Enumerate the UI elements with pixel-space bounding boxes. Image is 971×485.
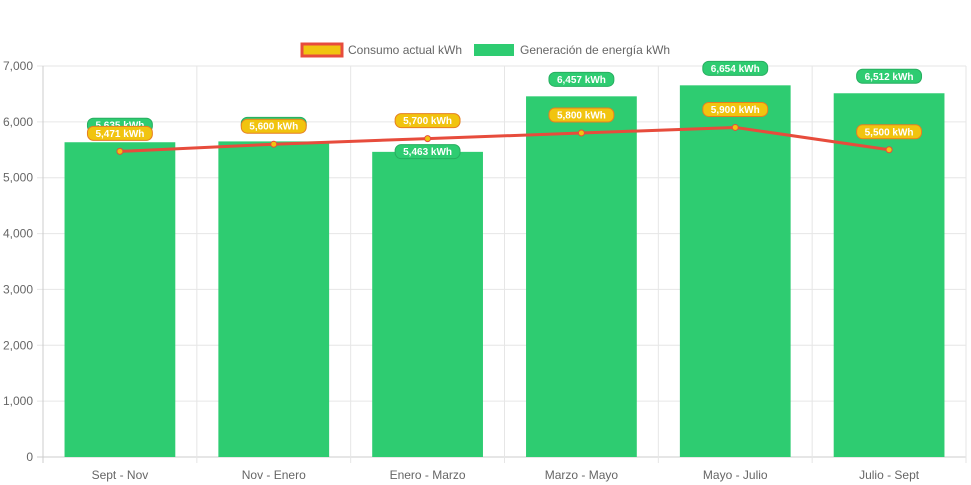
y-tick-label: 0 xyxy=(26,450,33,464)
data-label-box xyxy=(548,71,615,87)
data-label: 5,463 kWh xyxy=(394,144,461,160)
data-label-text: 5,800 kWh xyxy=(557,111,606,122)
y-tick-label: 4,000 xyxy=(3,227,33,241)
data-label-box xyxy=(548,107,615,123)
line-point[interactable] xyxy=(424,135,432,143)
data-label: 6,457 kWh xyxy=(548,71,615,87)
data-label: 5,800 kWh xyxy=(548,107,615,123)
data-label-text: 5,600 kWh xyxy=(249,122,298,133)
y-tick-label: 6,000 xyxy=(3,115,33,129)
legend-label-consumo: Consumo actual kWh xyxy=(348,43,462,57)
data-label: 5,900 kWh xyxy=(702,101,769,117)
legend-item-generacion[interactable]: Generación de energía kWh xyxy=(474,43,670,57)
x-tick-label: Marzo - Mayo xyxy=(545,468,619,482)
data-label-box xyxy=(240,118,307,134)
plot-area: 0 1,000 2,000 3,000 4,000 5,000 6,000 7,000 Sept… xyxy=(3,59,967,482)
data-label-text: 6,512 kWh xyxy=(865,72,914,83)
bar[interactable] xyxy=(526,96,637,457)
data-label-text: 5,500 kWh xyxy=(865,127,914,138)
line-point[interactable] xyxy=(270,140,278,148)
y-tick-label: 7,000 xyxy=(3,59,33,73)
x-tick-label: Sept - Nov xyxy=(92,468,149,482)
data-label-box xyxy=(856,124,923,140)
line-point[interactable] xyxy=(116,147,124,155)
line-point[interactable] xyxy=(885,146,893,154)
data-label-text: 5,463 kWh xyxy=(403,147,452,158)
legend-swatch-generacion xyxy=(474,44,514,56)
data-label-text: 5,900 kWh xyxy=(711,105,760,116)
bar[interactable] xyxy=(64,142,176,457)
data-label: 5,700 kWh xyxy=(394,113,461,129)
data-label: 5,471 kWh xyxy=(86,125,153,141)
y-tick-label: 2,000 xyxy=(3,338,33,352)
data-label-box xyxy=(702,60,769,76)
data-label-box xyxy=(86,125,153,141)
x-tick-label: Julio - Sept xyxy=(859,468,920,482)
legend: Consumo actual kWh Generación de energía… xyxy=(300,42,670,58)
y-tick-label: 5,000 xyxy=(3,171,33,185)
x-tick-label: Enero - Marzo xyxy=(390,468,466,482)
data-label: 6,654 kWh xyxy=(702,60,769,76)
bar[interactable] xyxy=(833,93,945,457)
legend-item-consumo[interactable]: Consumo actual kWh xyxy=(300,42,462,58)
y-tick-label: 3,000 xyxy=(3,282,33,296)
data-label-text: 6,654 kWh xyxy=(711,64,760,75)
series-line xyxy=(119,125,890,153)
bar[interactable] xyxy=(372,151,483,458)
legend-label-generacion: Generación de energía kWh xyxy=(520,43,670,57)
x-tick-label: Nov - Enero xyxy=(242,468,306,482)
bar[interactable] xyxy=(218,141,330,457)
data-label-box xyxy=(856,68,923,84)
data-label-box xyxy=(394,144,461,160)
y-tick-label: 1,000 xyxy=(3,394,33,408)
line-point[interactable] xyxy=(731,123,739,131)
data-label: 5,500 kWh xyxy=(856,124,923,140)
bar[interactable] xyxy=(679,85,791,457)
data-label: 6,512 kWh xyxy=(856,68,923,84)
legend-swatch-consumo xyxy=(300,42,344,58)
line-point[interactable] xyxy=(577,129,585,137)
x-tick-label: Mayo - Julio xyxy=(703,468,768,482)
data-label: 5,600 kWh xyxy=(240,118,307,134)
data-label-box xyxy=(394,113,461,129)
data-label-text: 5,700 kWh xyxy=(403,116,452,127)
data-label-box xyxy=(702,101,769,117)
data-label-text: 5,471 kWh xyxy=(95,129,144,140)
data-label-text: 6,457 kWh xyxy=(557,75,606,86)
